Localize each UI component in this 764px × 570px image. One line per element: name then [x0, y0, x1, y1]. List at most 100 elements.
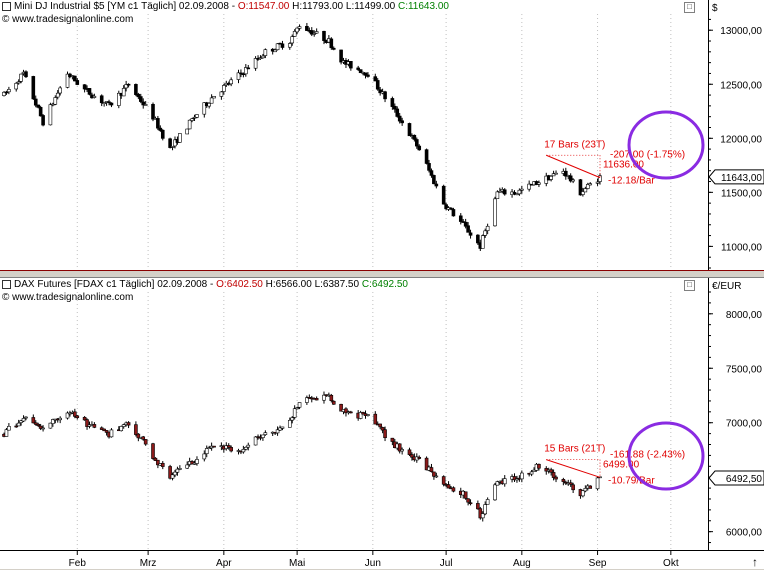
candle-up	[119, 426, 124, 432]
x-tick-label: Feb	[69, 558, 87, 569]
dax-price-axis[interactable]: 6000,006500,007000,007500,008000,00€/EUR…	[708, 278, 764, 550]
last-price-tag	[709, 169, 764, 185]
candle-up	[2, 91, 6, 96]
currency-label: €/EUR	[712, 281, 741, 292]
candle-up	[366, 414, 370, 416]
candle-down	[158, 127, 163, 131]
candle-up	[598, 175, 602, 182]
candle-up	[263, 49, 268, 56]
candle-down	[390, 437, 395, 442]
candle-down	[136, 93, 141, 98]
time-axis[interactable]: Feb Mrz Apr Mai Jun Jul Aug Sep Okt ↑	[0, 550, 764, 569]
dow-high-low-values: H:11793.00 L:11499.00	[289, 1, 398, 12]
dow-chart-panel[interactable]: Mini DJ Industrial $5 [YM c1 Täglich] 02…	[0, 0, 708, 270]
candle-down	[407, 123, 412, 137]
candle-up	[595, 477, 600, 490]
candle-up	[219, 91, 224, 97]
candle-down	[309, 30, 314, 35]
candle-down	[554, 476, 558, 480]
chart-window-icon[interactable]	[2, 1, 11, 11]
dax-chart-panel[interactable]: DAX Futures [FDAX c1 Täglich] 02.09.2008…	[0, 278, 708, 550]
x-tick-label: Jul	[440, 558, 453, 569]
candle-down	[400, 120, 404, 124]
candle-down	[463, 221, 468, 227]
candle-down	[99, 95, 104, 104]
candle-down	[339, 403, 343, 412]
candle-down	[226, 445, 231, 448]
candle-up	[295, 407, 299, 410]
candle-up	[102, 102, 106, 105]
candle-down	[168, 138, 172, 148]
candle-down	[373, 76, 378, 82]
candle-up	[51, 419, 55, 424]
candle-down	[33, 422, 38, 425]
candle-down	[160, 129, 165, 139]
candle-up	[16, 422, 21, 427]
candle-down	[502, 189, 507, 195]
candle-down	[424, 149, 429, 164]
dax-candlestick-plot[interactable]: 15 Bars (21T) 6499.00-161.88 (-2.43%) -10.…	[0, 278, 708, 550]
candle-down	[568, 482, 573, 485]
chart-window-icon[interactable]	[2, 279, 11, 289]
candle-down	[412, 134, 417, 140]
candle-down	[407, 449, 412, 455]
candle-down	[82, 416, 87, 421]
candle-down	[451, 487, 456, 492]
candle-down	[383, 429, 387, 439]
dax-minimize-button[interactable]: □	[684, 280, 695, 291]
candle-down	[441, 476, 446, 485]
trendline	[546, 459, 601, 478]
dow-candlestick-plot[interactable]: 17 Bars (23T) 11636.00-207.00 (-1.75%) -12…	[0, 0, 708, 270]
x-tick-label: Aug	[513, 558, 531, 569]
candle-up	[173, 139, 177, 147]
candle-up	[485, 499, 490, 505]
candle-up	[7, 89, 11, 93]
candle-up	[21, 418, 26, 422]
candle-up	[529, 471, 534, 475]
candle-down	[466, 225, 470, 233]
candle-down	[75, 415, 80, 419]
dow-price-axis[interactable]: 11000,00 11500,00 12000,00 12500,00 13000,00…	[708, 0, 764, 270]
candle-up	[124, 84, 128, 89]
candle-down	[417, 145, 422, 151]
candle-up	[480, 513, 485, 519]
candle-up	[222, 85, 226, 92]
candle-down	[429, 170, 434, 176]
scroll-up-arrow-icon[interactable]: ↑	[752, 555, 758, 569]
panel-splitter[interactable]	[0, 270, 764, 278]
candle-up	[287, 43, 292, 48]
candle-up	[493, 484, 497, 501]
y-tick-label: 12500,00	[720, 80, 762, 91]
candle-down	[329, 394, 334, 402]
candle-down	[578, 179, 583, 196]
candle-up	[275, 429, 280, 434]
dow-minimize-button[interactable]: □	[684, 2, 695, 13]
candle-up	[178, 133, 182, 143]
candle-down	[378, 423, 382, 428]
candle-down	[415, 139, 419, 147]
candle-down	[331, 400, 336, 405]
dow-open-value: O:11547.00	[237, 1, 290, 12]
candle-up	[515, 193, 519, 196]
candle-up	[4, 429, 9, 437]
candle-down	[329, 38, 334, 49]
candle-down	[73, 411, 77, 417]
candle-down	[366, 74, 370, 77]
candle-up	[583, 488, 588, 492]
annotation-rate-label: -12.18/Bar	[608, 176, 655, 187]
candle-up	[117, 92, 121, 106]
candle-up	[595, 181, 600, 184]
candle-down	[33, 98, 38, 106]
candle-down	[134, 424, 138, 435]
candle-up	[314, 31, 319, 34]
candle-down	[82, 84, 87, 90]
candle-down	[449, 207, 453, 210]
x-tick-label: Apr	[216, 558, 232, 569]
candle-down	[349, 411, 353, 414]
candle-down	[429, 467, 434, 472]
candle-up	[175, 468, 180, 473]
candle-down	[141, 436, 146, 440]
candle-up	[305, 397, 309, 403]
candle-down	[36, 423, 40, 427]
candle-up	[297, 26, 302, 29]
